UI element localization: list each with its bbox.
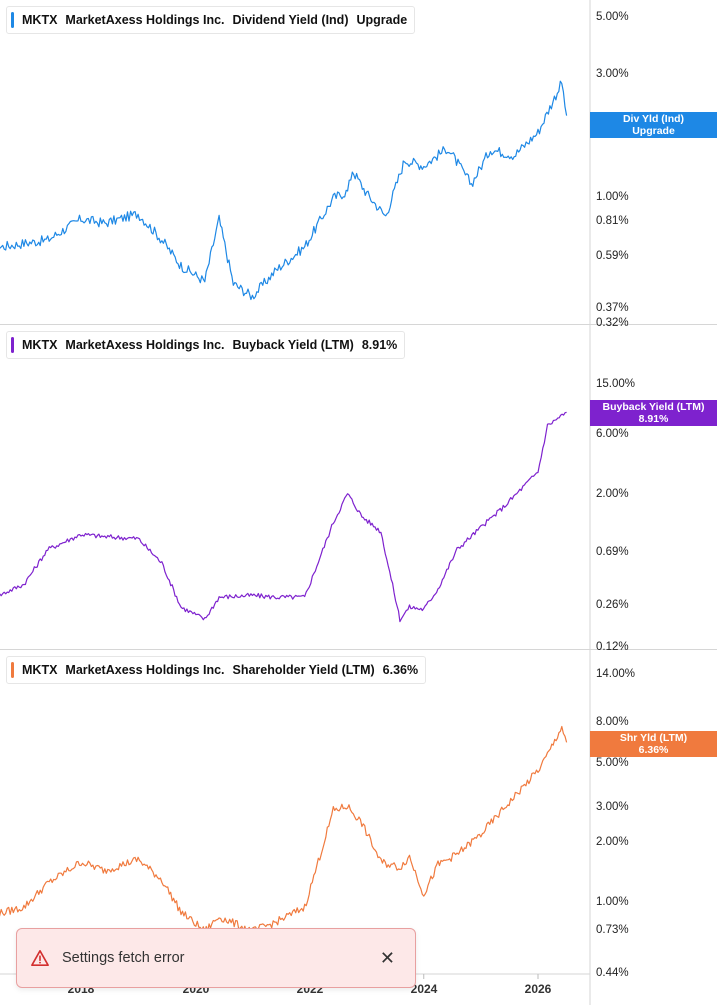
error-toast: Settings fetch error ✕	[16, 928, 416, 988]
last-value-label: Buyback Yield (LTM) 8.91%	[590, 400, 717, 426]
warning-triangle-icon	[31, 949, 49, 967]
last-value-series-name: Div Yld (Ind)	[622, 113, 685, 125]
y-tick-label: 15.00%	[596, 378, 636, 390]
y-tick-label: 6.00%	[596, 428, 629, 440]
buyback-yield-legend[interactable]: MKTX MarketAxess Holdings Inc. Buyback Y…	[6, 331, 406, 359]
legend-ticker: MKTX	[22, 338, 58, 352]
shareholder-yield-legend[interactable]: MKTX MarketAxess Holdings Inc. Sharehold…	[6, 656, 427, 684]
dividend-yield-chart[interactable]	[0, 0, 717, 325]
buyback-yield-series-line	[0, 411, 567, 623]
legend-value[interactable]: Upgrade	[356, 13, 408, 27]
y-tick-label: 0.32%	[596, 317, 629, 329]
series-color-swatch	[11, 337, 14, 353]
dividend-yield-panel: MKTX MarketAxess Holdings Inc. Dividend …	[0, 0, 717, 329]
legend-metric: Buyback Yield (LTM)	[232, 338, 354, 352]
legend-company: MarketAxess Holdings Inc.	[65, 338, 225, 352]
y-tick-label: 0.59%	[596, 250, 629, 262]
y-tick-label: 5.00%	[596, 11, 629, 23]
last-value-label: Div Yld (Ind) Upgrade	[590, 112, 717, 138]
last-value-text: Upgrade	[632, 125, 675, 137]
close-icon[interactable]: ✕	[379, 948, 395, 968]
last-value-series-name: Shr Yld (LTM)	[619, 732, 688, 744]
buyback-yield-panel: MKTX MarketAxess Holdings Inc. Buyback Y…	[0, 325, 717, 653]
y-tick-label: 0.73%	[596, 924, 629, 936]
y-tick-label: 0.44%	[596, 967, 629, 979]
series-color-swatch	[11, 662, 14, 678]
y-tick-label: 0.26%	[596, 599, 629, 611]
legend-company: MarketAxess Holdings Inc.	[65, 13, 225, 27]
y-tick-label: 1.00%	[596, 896, 629, 908]
y-tick-label: 3.00%	[596, 68, 629, 80]
legend-value: 6.36%	[382, 663, 419, 677]
y-tick-label: 0.81%	[596, 215, 629, 227]
series-color-swatch	[11, 12, 14, 28]
y-tick-label: 8.00%	[596, 716, 629, 728]
legend-ticker: MKTX	[22, 663, 58, 677]
legend-company: MarketAxess Holdings Inc.	[65, 663, 225, 677]
legend-ticker: MKTX	[22, 13, 58, 27]
y-tick-label: 5.00%	[596, 757, 629, 769]
y-tick-label: 14.00%	[596, 668, 636, 680]
x-axis-label: 2024	[410, 982, 438, 996]
y-tick-label: 2.00%	[596, 836, 629, 848]
y-tick-label: 1.00%	[596, 191, 629, 203]
y-tick-label: 2.00%	[596, 488, 629, 500]
last-value-text: 8.91%	[638, 413, 669, 425]
legend-metric: Dividend Yield (Ind)	[232, 13, 349, 27]
y-tick-label: 3.00%	[596, 801, 629, 813]
y-tick-label: 0.12%	[596, 641, 629, 653]
dividend-yield-series-line	[0, 80, 568, 301]
x-axis-label: 2026	[524, 982, 552, 996]
last-value-label: Shr Yld (LTM) 6.36%	[590, 731, 717, 757]
last-value-series-name: Buyback Yield (LTM)	[602, 401, 705, 413]
buyback-yield-chart[interactable]	[0, 325, 717, 650]
toast-message: Settings fetch error	[62, 950, 185, 966]
y-tick-label: 0.37%	[596, 302, 629, 314]
legend-metric: Shareholder Yield (LTM)	[232, 663, 375, 677]
shareholder-yield-panel: MKTX MarketAxess Holdings Inc. Sharehold…	[0, 650, 717, 1005]
y-tick-label: 0.69%	[596, 546, 629, 558]
shareholder-yield-series-line	[0, 725, 568, 935]
last-value-text: 6.36%	[638, 744, 669, 756]
dividend-yield-legend[interactable]: MKTX MarketAxess Holdings Inc. Dividend …	[6, 6, 416, 34]
legend-value: 8.91%	[361, 338, 398, 352]
